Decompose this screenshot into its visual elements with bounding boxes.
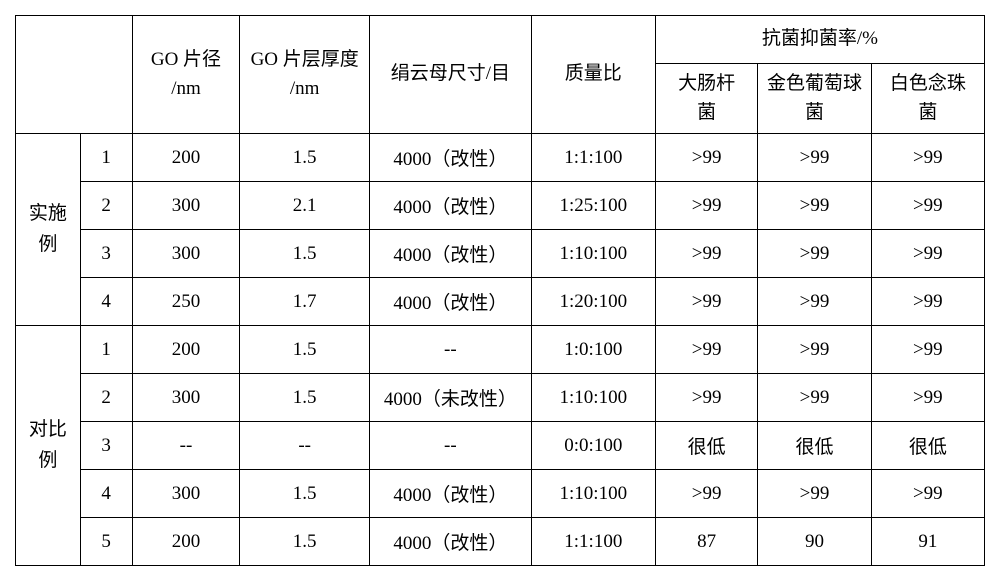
- table-cell-staph: 很低: [758, 422, 871, 470]
- table-cell-candida: 91: [871, 518, 984, 566]
- table-row-index: 2: [80, 182, 132, 230]
- table-cell-ratio: 1:20:100: [531, 278, 655, 326]
- table-cell-candida: >99: [871, 134, 984, 182]
- table-cell-diameter: 300: [132, 230, 240, 278]
- table-row-index: 2: [80, 374, 132, 422]
- table-cell-sericite: 4000（改性）: [369, 182, 531, 230]
- table-cell-thickness: 1.5: [240, 230, 369, 278]
- table-cell-ecoli: 很低: [655, 422, 758, 470]
- table-row-index: 1: [80, 326, 132, 374]
- table-cell-diameter: --: [132, 422, 240, 470]
- table-cell-thickness: 1.5: [240, 470, 369, 518]
- table-cell-ratio: 1:10:100: [531, 470, 655, 518]
- table-cell-candida: >99: [871, 326, 984, 374]
- table-cell-sericite: 4000（改性）: [369, 278, 531, 326]
- table-cell-sericite: 4000（改性）: [369, 518, 531, 566]
- table-cell-candida: >99: [871, 470, 984, 518]
- table-cell-ratio: 1:1:100: [531, 518, 655, 566]
- table-row-index: 3: [80, 422, 132, 470]
- table-cell-staph: 90: [758, 518, 871, 566]
- table-cell-diameter: 300: [132, 470, 240, 518]
- table-cell-candida: >99: [871, 374, 984, 422]
- table-cell-ecoli: >99: [655, 374, 758, 422]
- table-cell-ecoli: >99: [655, 326, 758, 374]
- control-group-label: 对比例: [16, 326, 81, 566]
- table-cell-thickness: 2.1: [240, 182, 369, 230]
- table-cell-diameter: 300: [132, 374, 240, 422]
- table-cell-ecoli: >99: [655, 278, 758, 326]
- table-cell-staph: >99: [758, 470, 871, 518]
- table-cell-ratio: 1:0:100: [531, 326, 655, 374]
- table-cell-ratio: 1:1:100: [531, 134, 655, 182]
- header-go-thickness: GO 片层厚度/nm: [240, 16, 369, 134]
- table-cell-thickness: 1.5: [240, 326, 369, 374]
- header-candida: 白色念珠菌: [871, 64, 984, 134]
- header-go-diameter: GO 片径/nm: [132, 16, 240, 134]
- table-cell-diameter: 300: [132, 182, 240, 230]
- table-cell-sericite: 4000（改性）: [369, 134, 531, 182]
- table-cell-ratio: 0:0:100: [531, 422, 655, 470]
- table-cell-diameter: 200: [132, 326, 240, 374]
- data-table: GO 片径/nmGO 片层厚度/nm绢云母尺寸/目质量比抗菌抑菌率/%大肠杆菌金…: [15, 15, 985, 566]
- table-cell-thickness: 1.5: [240, 134, 369, 182]
- table-cell-staph: >99: [758, 326, 871, 374]
- table-cell-sericite: --: [369, 326, 531, 374]
- table-row-index: 4: [80, 470, 132, 518]
- table-cell-diameter: 200: [132, 134, 240, 182]
- table-cell-ecoli: >99: [655, 470, 758, 518]
- header-blank: [16, 16, 133, 134]
- table-cell-ecoli: >99: [655, 230, 758, 278]
- header-ecoli: 大肠杆菌: [655, 64, 758, 134]
- header-staph: 金色葡萄球菌: [758, 64, 871, 134]
- table-cell-staph: >99: [758, 182, 871, 230]
- table-cell-candida: >99: [871, 278, 984, 326]
- table-cell-diameter: 250: [132, 278, 240, 326]
- table-cell-ratio: 1:25:100: [531, 182, 655, 230]
- table-cell-ecoli: >99: [655, 182, 758, 230]
- table-cell-ratio: 1:10:100: [531, 230, 655, 278]
- table-cell-ecoli: >99: [655, 134, 758, 182]
- table-row-index: 1: [80, 134, 132, 182]
- header-sericite-size: 绢云母尺寸/目: [369, 16, 531, 134]
- table-cell-candida: >99: [871, 230, 984, 278]
- table-cell-staph: >99: [758, 230, 871, 278]
- table-cell-candida: 很低: [871, 422, 984, 470]
- table-cell-sericite: 4000（改性）: [369, 230, 531, 278]
- header-mass-ratio: 质量比: [531, 16, 655, 134]
- table-row-index: 4: [80, 278, 132, 326]
- table-cell-thickness: 1.5: [240, 518, 369, 566]
- experiment-group-label: 实施例: [16, 134, 81, 326]
- table-cell-sericite: 4000（未改性）: [369, 374, 531, 422]
- table-cell-thickness: --: [240, 422, 369, 470]
- table-cell-staph: >99: [758, 278, 871, 326]
- table-cell-candida: >99: [871, 182, 984, 230]
- table-cell-sericite: 4000（改性）: [369, 470, 531, 518]
- table-row-index: 3: [80, 230, 132, 278]
- table-cell-staph: >99: [758, 374, 871, 422]
- header-antibacterial: 抗菌抑菌率/%: [655, 16, 984, 64]
- table-cell-ecoli: 87: [655, 518, 758, 566]
- table-cell-sericite: --: [369, 422, 531, 470]
- table-cell-ratio: 1:10:100: [531, 374, 655, 422]
- table-cell-diameter: 200: [132, 518, 240, 566]
- table-cell-thickness: 1.7: [240, 278, 369, 326]
- table-row-index: 5: [80, 518, 132, 566]
- table-cell-thickness: 1.5: [240, 374, 369, 422]
- table-cell-staph: >99: [758, 134, 871, 182]
